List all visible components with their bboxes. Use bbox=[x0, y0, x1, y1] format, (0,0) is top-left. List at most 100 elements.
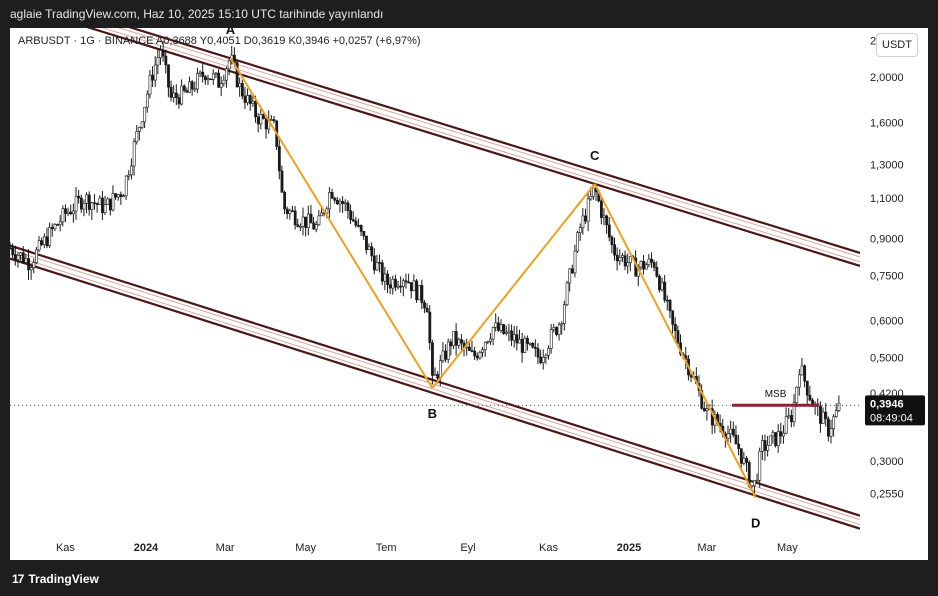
candle-body bbox=[53, 224, 57, 230]
candle-body bbox=[731, 428, 735, 436]
candle-body bbox=[145, 93, 149, 108]
candle-body bbox=[272, 119, 276, 122]
candle-body bbox=[225, 68, 228, 81]
candle-body bbox=[378, 262, 382, 264]
x-tick-label: Mar bbox=[216, 542, 235, 554]
candle-body bbox=[615, 254, 619, 262]
candle-body bbox=[72, 210, 75, 215]
candle-body bbox=[607, 224, 611, 238]
candle-body bbox=[565, 282, 569, 305]
candle-body bbox=[349, 210, 353, 220]
candle-body bbox=[343, 202, 347, 205]
candle-body bbox=[270, 119, 273, 121]
candle-body bbox=[98, 197, 102, 205]
candle-body bbox=[167, 64, 170, 88]
candle-body bbox=[536, 348, 540, 358]
candle-body bbox=[111, 193, 115, 211]
chart-frame[interactable]: ABCDMSB2,40002,00001,60001,30001,10000,9… bbox=[10, 28, 928, 560]
candle-body bbox=[161, 50, 165, 57]
y-tick-label: 0,2550 bbox=[870, 489, 904, 501]
candle-body bbox=[808, 394, 812, 401]
x-tick-label: 2025 bbox=[617, 542, 641, 554]
candle-body bbox=[159, 50, 162, 59]
y-tick-label: 1,1000 bbox=[870, 193, 904, 205]
y-tick-label: 2,0000 bbox=[870, 72, 904, 84]
candle-body bbox=[829, 428, 833, 437]
candle-body bbox=[383, 273, 387, 282]
candle-body bbox=[821, 411, 825, 424]
candle-body bbox=[827, 418, 830, 437]
candle-body bbox=[251, 100, 255, 104]
candle-body bbox=[50, 227, 54, 230]
candle-body bbox=[372, 255, 376, 271]
candle-body bbox=[124, 175, 128, 197]
candle-body bbox=[626, 262, 630, 267]
candle-body bbox=[446, 341, 450, 360]
candle-body bbox=[560, 323, 564, 326]
channel-upper-outer-line bbox=[128, 28, 860, 255]
candle-body bbox=[148, 74, 152, 95]
candle-body bbox=[109, 198, 112, 211]
candle-body bbox=[420, 285, 424, 303]
candle-body bbox=[151, 74, 155, 81]
candle-body bbox=[132, 141, 136, 167]
zigzag-leg-AB bbox=[229, 57, 434, 389]
candle-body bbox=[803, 365, 807, 382]
candle-body bbox=[489, 338, 492, 342]
candle-body bbox=[650, 258, 653, 263]
candle-body bbox=[570, 268, 574, 274]
candle-body bbox=[127, 174, 131, 177]
candle-body bbox=[206, 78, 210, 81]
candle-body bbox=[673, 324, 677, 331]
candle-body bbox=[394, 278, 397, 288]
candle-body bbox=[32, 262, 36, 268]
candle-body bbox=[40, 240, 44, 245]
candle-body bbox=[135, 131, 139, 143]
candle-body bbox=[82, 203, 86, 210]
candle-body bbox=[24, 258, 28, 263]
candle-body bbox=[660, 281, 664, 291]
msb-label: MSB bbox=[765, 389, 787, 400]
candle-body bbox=[766, 445, 770, 451]
candle-body bbox=[312, 222, 316, 230]
candle-body bbox=[243, 95, 247, 103]
candle-body bbox=[589, 196, 593, 200]
candle-body bbox=[790, 415, 793, 423]
candle-body bbox=[140, 121, 144, 128]
candle-body bbox=[610, 236, 614, 245]
tradingview-logo[interactable]: 17 TradingView bbox=[12, 572, 99, 586]
currency-button[interactable]: USDT bbox=[876, 33, 918, 57]
candle-body bbox=[602, 215, 606, 218]
footer: 17 TradingView bbox=[0, 560, 938, 596]
candle-body bbox=[755, 479, 759, 482]
candle-body bbox=[444, 350, 448, 360]
candle-body bbox=[35, 249, 38, 263]
candle-body bbox=[354, 220, 358, 226]
candle-body bbox=[665, 299, 669, 302]
candle-body bbox=[177, 97, 181, 105]
candle-body bbox=[217, 72, 221, 88]
candle-body bbox=[277, 146, 281, 172]
candle-body bbox=[502, 324, 506, 334]
price-chart[interactable]: ABCDMSB2,40002,00001,60001,30001,10000,9… bbox=[10, 28, 928, 560]
candle-body bbox=[655, 267, 659, 277]
candle-body bbox=[66, 211, 70, 214]
candle-body bbox=[388, 284, 392, 289]
candle-body bbox=[729, 428, 733, 435]
candle-body bbox=[198, 71, 202, 75]
candle-body bbox=[544, 354, 548, 358]
candle-body bbox=[280, 170, 284, 193]
channel-lower-bottom-line bbox=[10, 257, 860, 530]
candle-body bbox=[441, 350, 445, 361]
candle-body bbox=[573, 250, 577, 274]
candle-body bbox=[264, 118, 268, 130]
candle-body bbox=[415, 280, 419, 301]
candle-body bbox=[726, 433, 730, 439]
candle-body bbox=[460, 339, 463, 344]
candle-body bbox=[386, 273, 389, 286]
candle-body bbox=[248, 95, 252, 104]
wave-label-c: C bbox=[590, 148, 600, 163]
candle-body bbox=[652, 262, 656, 268]
candle-body bbox=[130, 165, 133, 176]
candle-body bbox=[172, 92, 176, 98]
